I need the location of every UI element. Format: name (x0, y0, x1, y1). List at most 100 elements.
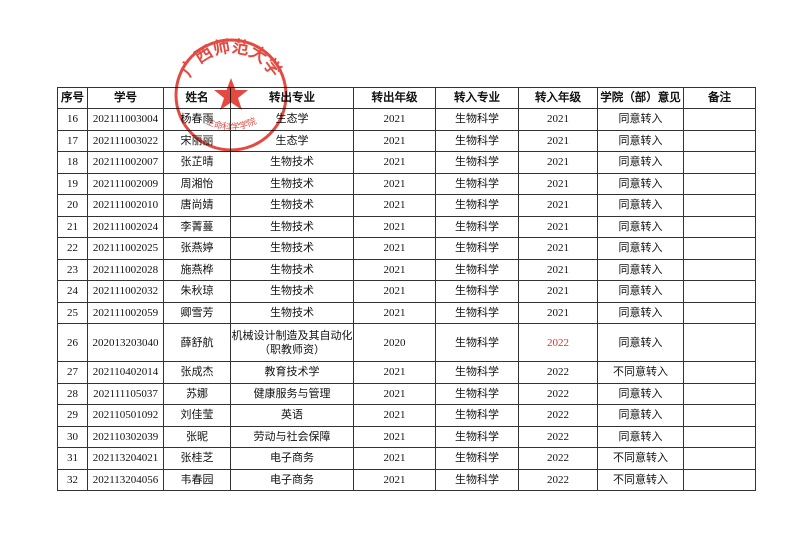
header-row: 序号 学号 姓名 转出专业 转出年级 转入专业 转入年级 学院（部）意见 备注 (57, 87, 756, 109)
table-row: 19 202111002009 周湘怡 生物技术 2021 生物科学 2021 同意转入 (57, 172, 756, 195)
stamp: 广西师范大学 生命科学学院 (174, 36, 288, 152)
table-cell: 同意转入 (597, 172, 684, 195)
table-cell: 2021 (518, 151, 598, 174)
table-cell: 28 (57, 382, 88, 405)
header-cell: 转入年级 (518, 87, 598, 109)
stamp-inner-text: 生命科学学院 (204, 115, 258, 133)
table-cell: 苏娜 (163, 382, 231, 405)
table-cell: 2021 (353, 404, 436, 427)
table-cell: 2021 (353, 280, 436, 303)
table-cell: 2022 (518, 447, 598, 470)
table-cell: 2021 (353, 301, 436, 324)
table-row: 16 202111003004 杨春雨 生态学 2021 生物科学 2021 同意转入 (57, 108, 756, 131)
table-cell: 同意转入 (597, 323, 684, 362)
table-cell: 2021 (518, 215, 598, 238)
table-cell: 2021 (353, 194, 436, 217)
empty-cell (683, 301, 756, 324)
table-cell: 张燕婷 (163, 237, 231, 260)
table-cell: 健康服务与管理 (230, 382, 354, 405)
table-cell: 同意转入 (597, 301, 684, 324)
table-cell: 张芷晴 (163, 151, 231, 174)
table-cell: 唐尚婧 (163, 194, 231, 217)
empty-cell (683, 258, 756, 281)
table-cell: 202111003004 (87, 108, 164, 131)
cell-line: （职教师资） (259, 343, 325, 356)
table-cell: 生物科学 (435, 425, 519, 448)
table-cell: 2021 (518, 129, 598, 152)
table-cell: 劳动与社会保障 (230, 425, 354, 448)
table-cell: 生物技术 (230, 280, 354, 303)
table-cell: 电子商务 (230, 447, 354, 470)
table-cell: 202110302039 (87, 425, 164, 448)
table-cell: 同意转入 (597, 215, 684, 238)
table-cell: 教育技术学 (230, 361, 354, 384)
table-row: 22 202111002025 张燕婷 生物技术 2021 生物科学 2021 同意转入 (57, 237, 756, 260)
empty-cell (683, 323, 756, 362)
table-cell: 生物技术 (230, 151, 354, 174)
table-cell: 生物科学 (435, 382, 519, 405)
empty-cell (683, 129, 756, 152)
table-cell: 2021 (353, 172, 436, 195)
table-cell: 202111002010 (87, 194, 164, 217)
table-cell: 2022 (518, 468, 598, 491)
table-cell: 同意转入 (597, 129, 684, 152)
table-cell: 18 (57, 151, 88, 174)
table-cell: 2021 (353, 215, 436, 238)
table-cell: 29 (57, 404, 88, 427)
table-cell: 不同意转入 (597, 468, 684, 491)
table-cell: 生物技术 (230, 194, 354, 217)
table-cell: 2021 (353, 425, 436, 448)
table-cell: 22 (57, 237, 88, 260)
table-cell: 24 (57, 280, 88, 303)
table-row: 25 202111002059 卿雪芳 生物技术 2021 生物科学 2021 同意转入 (57, 301, 756, 324)
table-cell: 同意转入 (597, 258, 684, 281)
stamp-inner: 生命科学学院 (204, 115, 258, 133)
table-cell: 生物科学 (435, 172, 519, 195)
table-cell: 2021 (353, 151, 436, 174)
header-cell: 序号 (57, 87, 88, 109)
table-cell: 生物技术 (230, 301, 354, 324)
table-cell: 生物技术 (230, 237, 354, 260)
table-cell: 2021 (353, 237, 436, 260)
table-cell: 2021 (518, 237, 598, 260)
table-cell: 25 (57, 301, 88, 324)
empty-cell (683, 280, 756, 303)
header-cell: 备注 (683, 87, 756, 109)
table-cell: 施燕桦 (163, 258, 231, 281)
empty-cell (683, 151, 756, 174)
table-cell: 韦春园 (163, 468, 231, 491)
table-cell: 202111002059 (87, 301, 164, 324)
table-cell: 张桂芝 (163, 447, 231, 470)
table-cell: 刘佳莹 (163, 404, 231, 427)
table-cell: 李菁蔓 (163, 215, 231, 238)
table-cell: 20 (57, 194, 88, 217)
table-cell: 2021 (518, 301, 598, 324)
empty-cell (683, 361, 756, 384)
table-row: 26 202013203040 薛舒航 机械设计制造及其自动化 （职教师资） 2020 生物… (57, 323, 756, 362)
table-row: 31 202113204021 张桂芝 电子商务 2021 生物科学 2022 不同意转入 (57, 447, 756, 470)
table-cell: 生物科学 (435, 129, 519, 152)
table-cell: 机械设计制造及其自动化 （职教师资） (230, 323, 354, 362)
table-cell: 薛舒航 (163, 323, 231, 362)
table-cell: 2022 (518, 361, 598, 384)
empty-cell (683, 237, 756, 260)
table-cell: 30 (57, 425, 88, 448)
empty-cell (683, 215, 756, 238)
table-cell: 202111105037 (87, 382, 164, 405)
table-cell: 生物科学 (435, 361, 519, 384)
table-cell: 2021 (353, 258, 436, 281)
table-cell: 生物科学 (435, 215, 519, 238)
table-row: 27 202110402014 张成杰 教育技术学 2021 生物科学 2022 不同意转入 (57, 361, 756, 384)
table-cell: 202013203040 (87, 323, 164, 362)
table-cell: 202111002032 (87, 280, 164, 303)
table-cell: 生物科学 (435, 258, 519, 281)
table-cell: 英语 (230, 404, 354, 427)
empty-cell (683, 447, 756, 470)
table-row: 30 202110302039 张昵 劳动与社会保障 2021 生物科学 2022 同意转入 (57, 425, 756, 448)
table-cell: 卿雪芳 (163, 301, 231, 324)
table-cell: 21 (57, 215, 88, 238)
table-row: 23 202111002028 施燕桦 生物技术 2021 生物科学 2021 同意转入 (57, 258, 756, 281)
table-cell: 2021 (518, 280, 598, 303)
table-body: 16 202111003004 杨春雨 生态学 2021 生物科学 2021 同意转入 17 20… (57, 108, 756, 491)
